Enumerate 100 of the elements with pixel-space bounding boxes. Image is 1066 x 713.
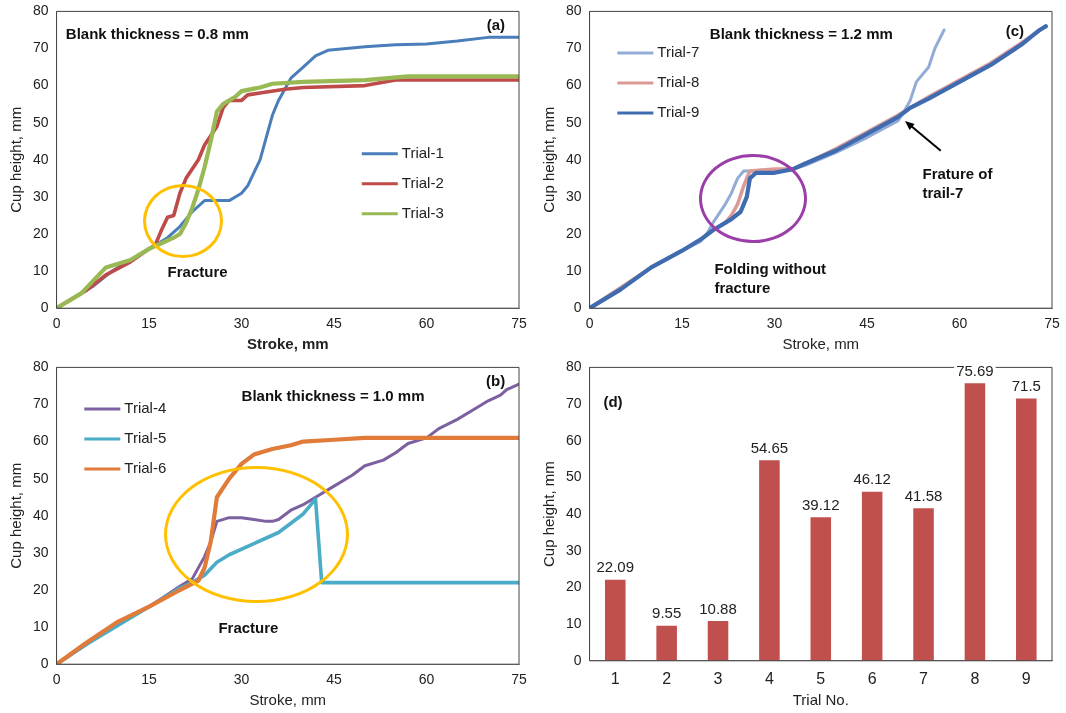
y-tick-label: 70: [565, 394, 582, 411]
y-tick-label: 30: [32, 543, 49, 560]
data-label: 41.58: [904, 486, 943, 504]
data-label: 9.55: [652, 604, 682, 622]
annotation: Frature of trail-7: [922, 164, 994, 201]
y-tick-label: 20: [32, 580, 49, 597]
y-tick-label: 80: [32, 358, 49, 375]
legend-label: Trial-1: [401, 144, 444, 161]
y-axis-title: Cup height, mm: [7, 106, 25, 213]
legend-label: Trial-6: [124, 459, 167, 477]
x-tick-label: 45: [326, 315, 343, 332]
y-tick-label: 20: [565, 578, 582, 595]
y-tick-label: 30: [565, 541, 582, 558]
y-tick-label: 70: [32, 395, 49, 412]
x-tick-label: 0: [52, 315, 61, 332]
legend-label: Trial-9: [657, 103, 700, 121]
y-tick-label: 0: [40, 299, 49, 316]
y-tick-label: 10: [32, 617, 49, 634]
data-label: 39.12: [802, 495, 840, 513]
legend-label: Trial-4: [124, 399, 167, 417]
y-tick-label: 80: [565, 358, 582, 375]
data-label: 46.12: [853, 470, 891, 488]
x-tick-label: 15: [674, 315, 691, 332]
x-axis-title: Trial No.: [792, 691, 849, 709]
y-tick-label: 20: [32, 224, 49, 241]
y-tick-label: 50: [32, 113, 49, 130]
x-axis-title: Stroke, mm: [249, 691, 327, 709]
y-tick-label: 70: [32, 39, 49, 56]
x-tick-label: 6: [867, 669, 877, 687]
data-label: 22.09: [596, 558, 635, 576]
bar: [707, 620, 729, 661]
y-axis-title: Cup height, mm: [540, 106, 558, 213]
y-tick-label: 50: [565, 113, 582, 130]
y-tick-label: 40: [565, 504, 582, 521]
bar: [964, 383, 986, 661]
annotation: Folding without fracture: [714, 259, 827, 296]
y-tick-label: 20: [565, 224, 582, 241]
x-tick-label: 4: [764, 669, 774, 687]
y-tick-label: 70: [565, 39, 582, 56]
annotation: (b): [485, 372, 506, 390]
y-tick-label: 60: [565, 76, 582, 93]
annotation: (c): [1005, 22, 1025, 40]
annotation: (a): [486, 16, 506, 34]
y-tick-label: 60: [565, 431, 582, 448]
x-tick-label: 60: [418, 315, 435, 332]
x-tick-label: 7: [919, 669, 929, 687]
y-tick-label: 30: [565, 187, 582, 204]
x-tick-label: 15: [141, 315, 158, 332]
x-tick-label: 1: [610, 669, 620, 687]
x-tick-label: 0: [585, 315, 594, 332]
x-axis-title: Stroke, mm: [782, 335, 860, 353]
annotation: (d): [603, 392, 623, 410]
legend-label: Trial-8: [657, 73, 700, 91]
y-tick-label: 40: [32, 506, 49, 523]
y-tick-label: 30: [32, 187, 49, 204]
y-tick-label: 50: [565, 468, 582, 485]
legend-label: Trial-5: [124, 429, 167, 447]
x-tick-label: 60: [418, 671, 435, 688]
x-tick-label: 0: [52, 671, 61, 688]
legend-label: Trial-3: [401, 204, 444, 221]
data-label: 54.65: [750, 439, 789, 457]
x-tick-label: 30: [233, 315, 250, 332]
y-axis-title: Cup height, mm: [7, 462, 25, 569]
y-tick-label: 80: [565, 2, 582, 19]
y-tick-label: 80: [32, 2, 49, 19]
x-tick-label: 45: [859, 315, 876, 332]
legend-label: Trial-7: [657, 43, 700, 61]
y-tick-label: 40: [565, 150, 582, 167]
x-tick-label: 3: [713, 669, 723, 687]
bar: [759, 460, 780, 661]
y-tick-label: 10: [32, 261, 49, 278]
x-axis-title: Stroke, mm: [246, 335, 329, 353]
bar: [810, 517, 832, 661]
x-tick-label: 45: [326, 671, 343, 688]
bar: [604, 579, 626, 661]
bar: [861, 491, 883, 661]
x-tick-label: 30: [766, 315, 783, 332]
y-tick-label: 50: [32, 469, 49, 486]
data-label: 71.5: [1011, 377, 1041, 395]
x-tick-label: 9: [1021, 669, 1031, 687]
annotation: Fracture: [167, 262, 228, 280]
y-axis-title: Cup height, mm: [540, 461, 558, 568]
legend-label: Trial-2: [401, 174, 444, 191]
x-tick-label: 8: [970, 669, 980, 687]
x-tick-label: 60: [951, 315, 968, 332]
x-tick-label: 75: [511, 315, 527, 332]
y-tick-label: 60: [32, 432, 49, 449]
x-tick-label: 15: [141, 671, 158, 688]
data-label: 10.88: [699, 599, 737, 617]
x-tick-label: 75: [511, 671, 527, 688]
bar: [1016, 398, 1037, 661]
bar: [656, 625, 677, 661]
bar: [913, 508, 934, 661]
data-label: 75.69: [956, 361, 994, 379]
y-tick-label: 60: [32, 76, 49, 93]
x-tick-label: 75: [1044, 315, 1060, 332]
annotation: Blank thickness = 0.8 mm: [65, 25, 249, 43]
y-tick-label: 40: [32, 150, 49, 167]
annotation: Blank thickness = 1.0 mm: [241, 387, 425, 405]
y-tick-label: 10: [565, 261, 582, 278]
